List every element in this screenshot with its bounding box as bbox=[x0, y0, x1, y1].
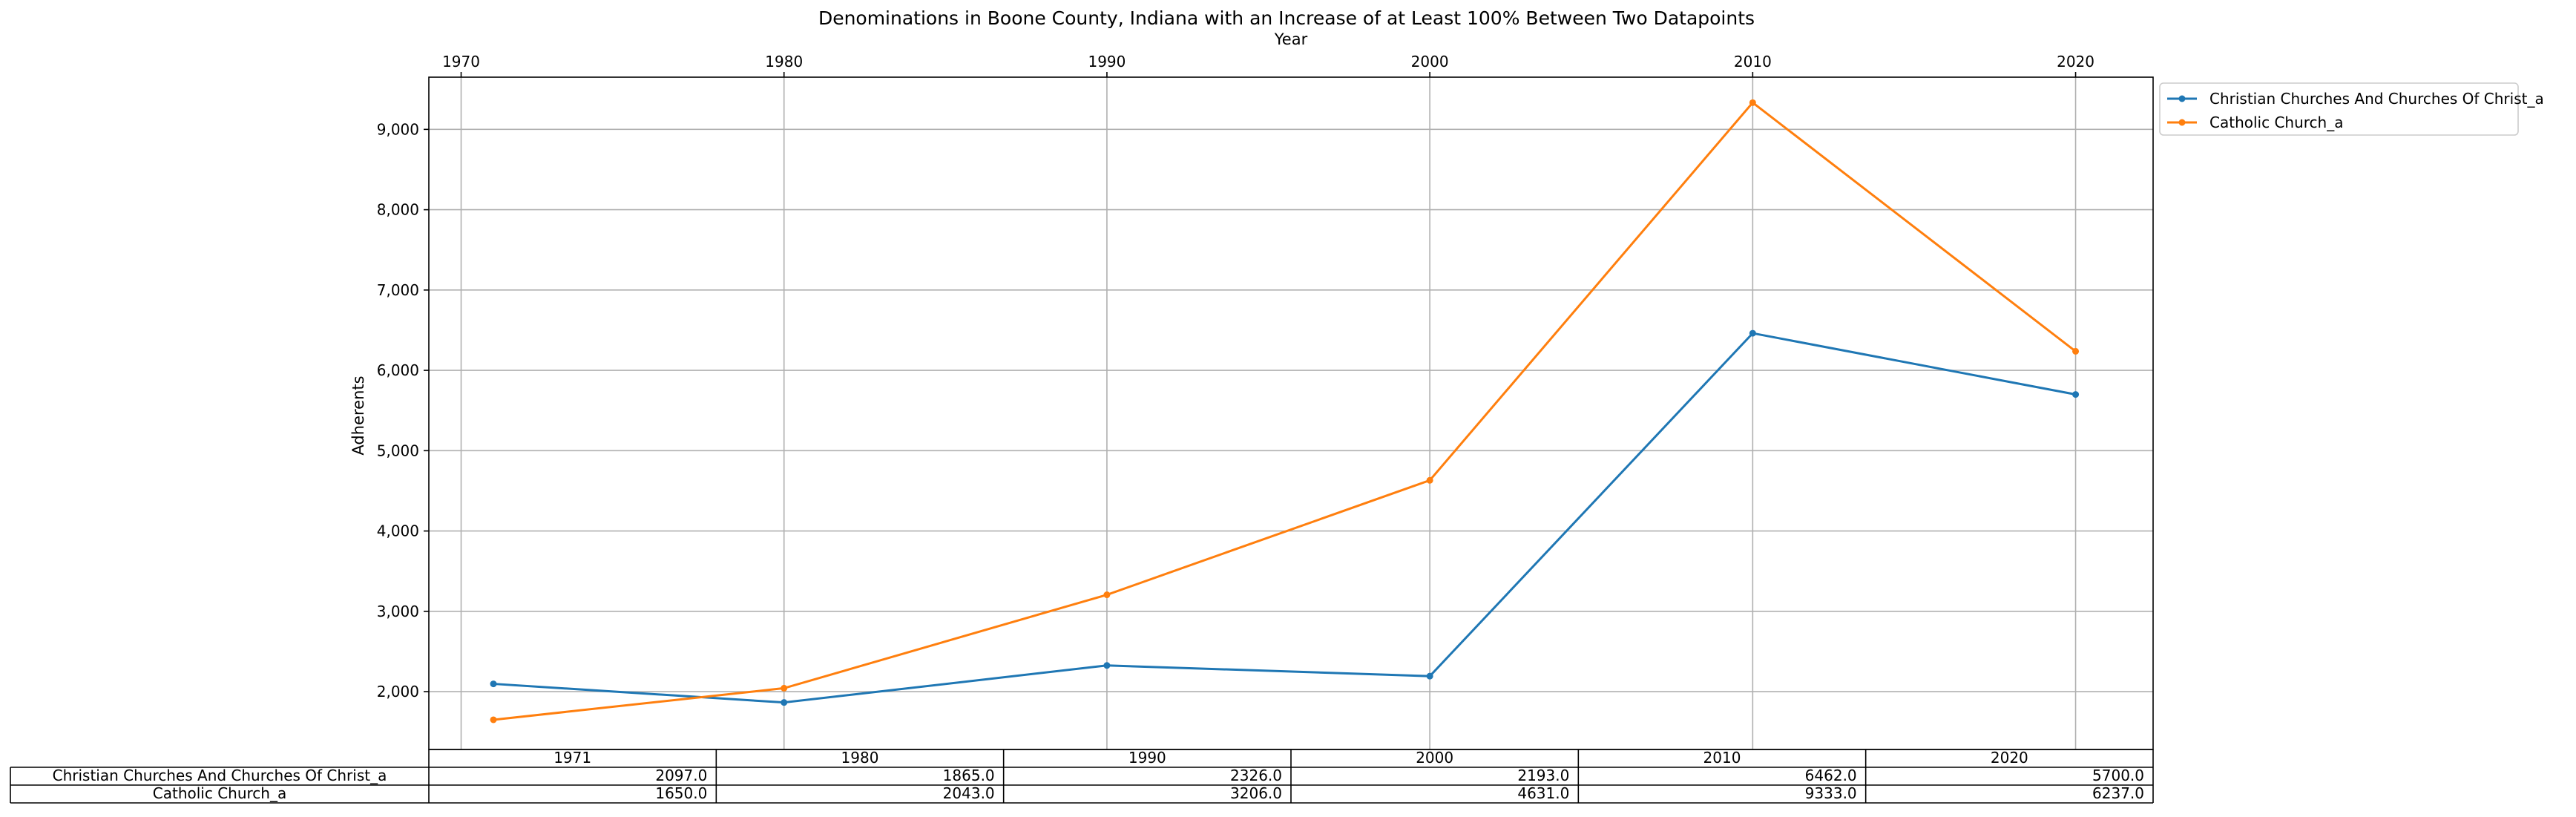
data-point bbox=[1749, 99, 1756, 106]
table-column-header: 2000 bbox=[1416, 749, 1453, 767]
table-cell: 6237.0 bbox=[2092, 784, 2144, 802]
data-point bbox=[490, 680, 497, 688]
y-tick-label: 6,000 bbox=[377, 361, 419, 379]
x-axis-label: Year bbox=[1274, 30, 1308, 48]
table-column-header: 2020 bbox=[1991, 749, 2028, 767]
table-cell: 9333.0 bbox=[1805, 784, 1857, 802]
table-column-header: 1971 bbox=[553, 749, 591, 767]
legend-box bbox=[2159, 82, 2519, 136]
data-point bbox=[781, 684, 788, 692]
data-point bbox=[1426, 476, 1433, 484]
table-cell: 3206.0 bbox=[1230, 784, 1282, 802]
table-cell: 2326.0 bbox=[1230, 767, 1282, 784]
plot-area-frame bbox=[428, 76, 2154, 750]
data-point bbox=[1103, 591, 1111, 599]
y-tick-label: 9,000 bbox=[377, 120, 419, 138]
legend-marker bbox=[2178, 95, 2186, 102]
y-tick-label: 5,000 bbox=[377, 442, 419, 459]
table-cell: 5700.0 bbox=[2092, 767, 2144, 784]
data-point bbox=[2072, 347, 2080, 355]
data-table: 1971 1980 1990 2000 2010 2020 Christian Church… bbox=[10, 749, 2154, 804]
x-tick-label: 2010 bbox=[1734, 53, 1772, 70]
y-tick-label: 3,000 bbox=[377, 603, 419, 620]
series-line bbox=[493, 101, 2077, 721]
table-row-label: Catholic Church_a bbox=[153, 784, 286, 802]
grid bbox=[429, 77, 2153, 749]
y-tick-label: 8,000 bbox=[377, 201, 419, 219]
table-column-header: 1980 bbox=[841, 749, 879, 767]
series-lines bbox=[490, 99, 2080, 724]
data-point bbox=[2072, 391, 2080, 398]
table-cell: 6462.0 bbox=[1805, 767, 1857, 784]
data-point bbox=[781, 699, 788, 706]
table-cell: 1865.0 bbox=[943, 767, 995, 784]
legend: Christian Churches And Churches Of Chris… bbox=[2159, 82, 2544, 136]
y-tick-label: 4,000 bbox=[377, 522, 419, 540]
table-column-header: 2010 bbox=[1703, 749, 1741, 767]
y-tick-label: 2,000 bbox=[377, 683, 419, 700]
axis-ticks: 1970 1980 1990 2000 2010 2020 2,000 3,000 4,000 5… bbox=[377, 53, 2094, 700]
series-line bbox=[493, 332, 2076, 704]
data-point bbox=[490, 716, 497, 724]
y-axis-label: Adherents bbox=[349, 375, 367, 455]
data-point bbox=[1103, 662, 1111, 669]
chart-title: Denominations in Boone County, Indiana w… bbox=[818, 7, 1755, 29]
data-point bbox=[1749, 329, 1756, 337]
table-cell: 2193.0 bbox=[1517, 767, 1569, 784]
x-tick-label: 1990 bbox=[1088, 53, 1126, 70]
table-cell: 4631.0 bbox=[1517, 784, 1569, 802]
data-point bbox=[1426, 672, 1433, 680]
table-column-header: 1990 bbox=[1128, 749, 1166, 767]
table-cell: 1650.0 bbox=[655, 784, 707, 802]
y-tick-label: 7,000 bbox=[377, 281, 419, 299]
x-tick-label: 1980 bbox=[765, 53, 803, 70]
x-tick-label: 1970 bbox=[442, 53, 480, 70]
legend-label: Christian Churches And Churches Of Chris… bbox=[2209, 90, 2544, 108]
table-row-label: Christian Churches And Churches Of Chris… bbox=[53, 767, 387, 784]
x-tick-label: 2020 bbox=[2057, 53, 2094, 70]
table-cell: 2097.0 bbox=[655, 767, 707, 784]
table-cell: 2043.0 bbox=[943, 784, 995, 802]
legend-label: Catholic Church_a bbox=[2209, 114, 2343, 131]
x-tick-label: 2000 bbox=[1411, 53, 1449, 70]
legend-marker bbox=[2178, 119, 2186, 126]
